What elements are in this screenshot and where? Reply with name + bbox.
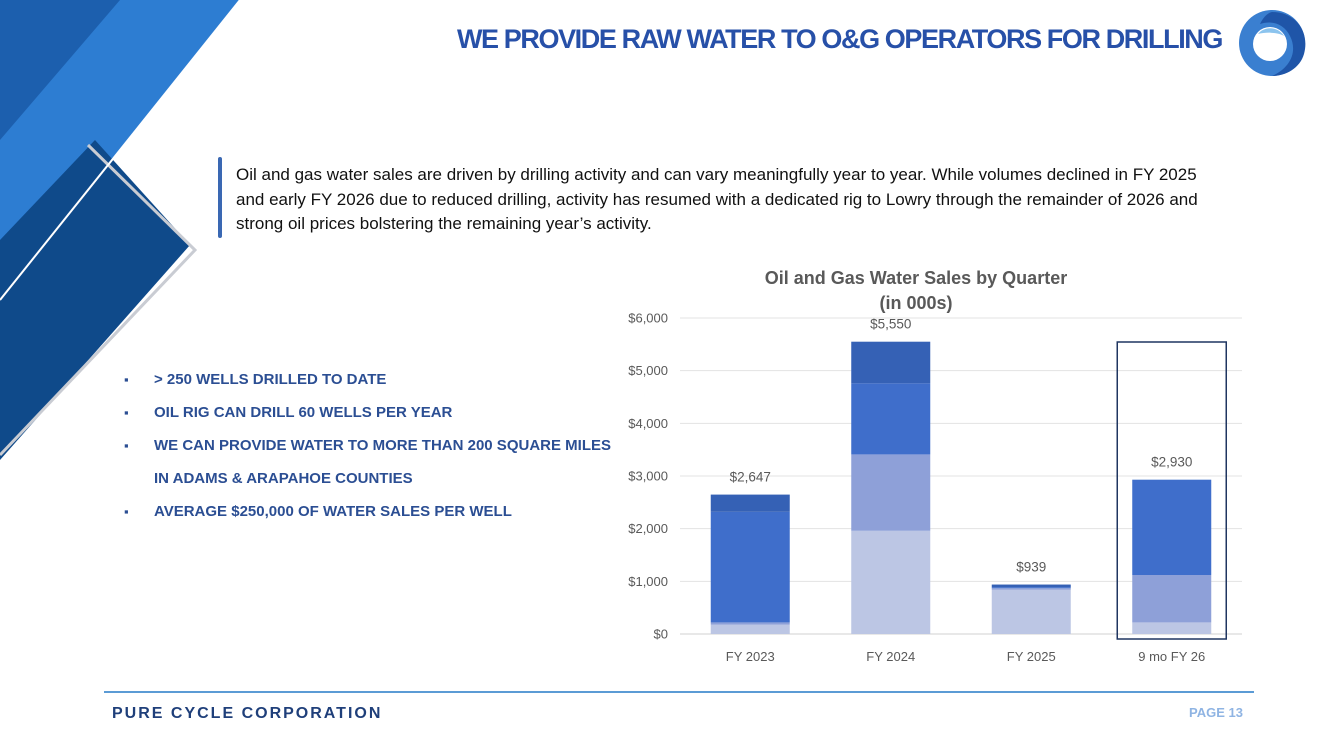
water-swirl-logo-icon	[1239, 10, 1306, 76]
bullet-item: > 250 WELLS DRILLED TO DATE	[124, 363, 624, 396]
bar-segment	[991, 589, 1071, 634]
data-label: $5,550	[870, 317, 911, 332]
data-label: $2,930	[1151, 455, 1192, 470]
page-number: PAGE 13	[1189, 705, 1243, 720]
intro-paragraph: Oil and gas water sales are driven by dr…	[236, 165, 1198, 233]
bar-segment	[710, 624, 790, 634]
x-tick-label: FY 2025	[1007, 649, 1056, 664]
y-tick-label: $4,000	[628, 416, 668, 431]
data-label: $939	[1016, 560, 1046, 575]
key-facts-list: > 250 WELLS DRILLED TO DATE OIL RIG CAN …	[124, 363, 624, 528]
bullet-item: OIL RIG CAN DRILL 60 WELLS PER YEAR	[124, 396, 624, 429]
chart-subtitle: (in 000s)	[879, 293, 952, 313]
footer-divider	[104, 691, 1254, 693]
y-tick-label: $6,000	[628, 311, 668, 326]
bar-segment	[991, 588, 1071, 590]
corner-decoration	[0, 0, 241, 460]
bar-segment	[710, 511, 790, 623]
data-label: $2,647	[730, 470, 771, 485]
bar-segment	[1132, 575, 1212, 623]
x-tick-label: FY 2024	[866, 649, 915, 664]
intro-accent-bar	[218, 157, 222, 238]
oil-gas-water-sales-chart: Oil and Gas Water Sales by Quarter (in 0…	[628, 268, 1242, 664]
chart-title: Oil and Gas Water Sales by Quarter	[765, 268, 1067, 288]
bar-segment	[710, 622, 790, 625]
bullet-item: WE CAN PROVIDE WATER TO MORE THAN 200 SQ…	[124, 429, 624, 495]
x-tick-label: 9 mo FY 26	[1138, 649, 1205, 664]
bar-segment	[1132, 622, 1212, 634]
footer-company-name: PURE CYCLE CORPORATION	[112, 705, 383, 722]
bar-segment	[991, 584, 1071, 588]
y-tick-label: $5,000	[628, 363, 668, 378]
y-tick-label: $1,000	[628, 574, 668, 589]
slide-title: WE PROVIDE RAW WATER TO O&G OPERATORS FO…	[456, 24, 1223, 54]
bar-segment	[851, 454, 931, 531]
highlight-box	[1116, 341, 1227, 640]
bar-segment	[1132, 479, 1212, 576]
bar-segment	[710, 494, 790, 512]
y-tick-label: $0	[654, 627, 668, 642]
bullet-item: AVERAGE $250,000 OF WATER SALES PER WELL	[124, 495, 624, 528]
y-tick-label: $3,000	[628, 469, 668, 484]
y-tick-label: $2,000	[628, 521, 668, 536]
bar-segment	[991, 587, 1071, 589]
bar-segment	[851, 383, 931, 455]
bar-segment	[851, 530, 931, 634]
x-tick-label: FY 2023	[726, 649, 775, 664]
bar-segment	[851, 341, 931, 384]
